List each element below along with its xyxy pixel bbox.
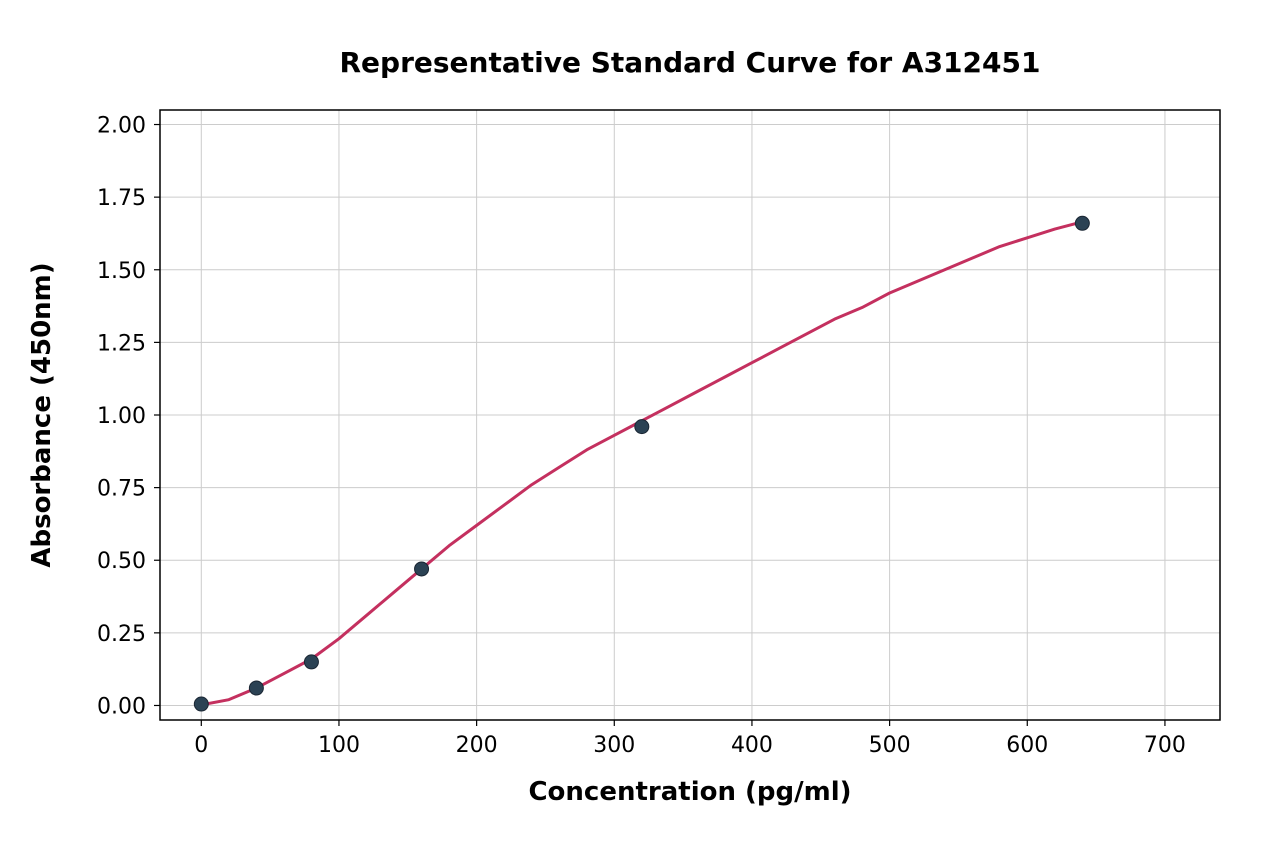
x-tick-label: 0 xyxy=(194,733,208,758)
y-tick-label: 1.00 xyxy=(97,404,146,429)
y-tick-label: 1.25 xyxy=(97,331,146,356)
y-tick-label: 2.00 xyxy=(97,114,146,139)
x-tick-label: 700 xyxy=(1144,733,1186,758)
data-point xyxy=(249,681,263,695)
y-axis-label: Absorbance (450nm) xyxy=(27,262,57,567)
x-tick-label: 500 xyxy=(869,733,911,758)
y-tick-label: 0.75 xyxy=(97,477,146,502)
data-point xyxy=(304,655,318,669)
x-axis-label: Concentration (pg/ml) xyxy=(528,777,851,807)
x-tick-label: 100 xyxy=(318,733,360,758)
data-point xyxy=(194,697,208,711)
y-tick-label: 0.50 xyxy=(97,549,146,574)
y-tick-label: 0.25 xyxy=(97,622,146,647)
x-tick-label: 400 xyxy=(731,733,773,758)
y-tick-label: 0.00 xyxy=(97,694,146,719)
data-point xyxy=(635,420,649,434)
y-tick-label: 1.75 xyxy=(97,186,146,211)
x-tick-label: 200 xyxy=(456,733,498,758)
y-tick-label: 1.50 xyxy=(97,259,146,284)
data-point xyxy=(1075,216,1089,230)
chart-container: 0 100 200 300 400 500 600 700 0.00 0.25 0.50 0.75 1.… xyxy=(0,0,1280,845)
chart-title: Representative Standard Curve for A31245… xyxy=(340,46,1041,79)
standard-curve-chart: 0 100 200 300 400 500 600 700 0.00 0.25 0.50 0.75 1.… xyxy=(0,0,1280,845)
x-tick-label: 600 xyxy=(1006,733,1048,758)
data-point xyxy=(415,562,429,576)
x-tick-label: 300 xyxy=(593,733,635,758)
